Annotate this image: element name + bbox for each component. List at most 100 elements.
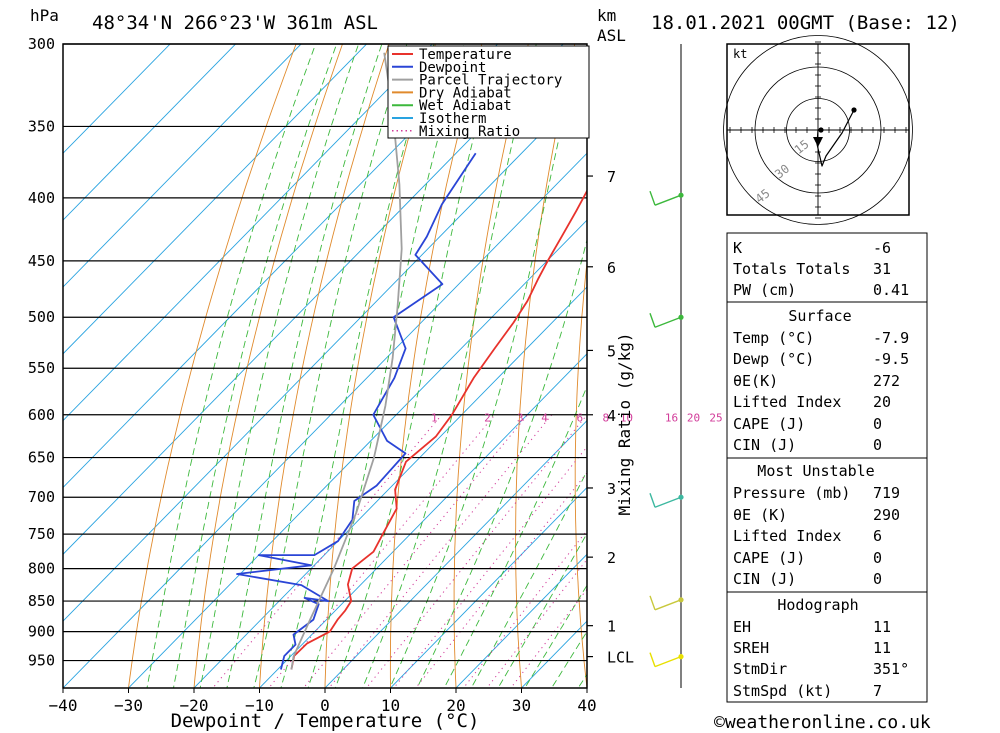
pressure-tick-labels: 300 350 400 450 500 550 600 650 700 750 800 850 900 9… — [28, 35, 55, 670]
pressure-tick-label: 400 — [28, 189, 55, 207]
surface-temp-label: Temp (°C) — [733, 329, 814, 347]
sreh-value: 11 — [873, 639, 891, 657]
dry-adiabat-line — [574, 258, 587, 688]
km-tick-label: 4 — [607, 407, 616, 425]
copyright-footer[interactable]: ©weatheronline.co.uk — [714, 712, 931, 733]
profile-lines — [236, 52, 587, 670]
legend-item-label: Dewpoint — [419, 60, 486, 76]
wind-barb-station — [678, 192, 684, 198]
wet-adiabat-line — [362, 44, 537, 688]
pressure-tick-label: 300 — [28, 35, 55, 53]
surface-title: Surface — [788, 307, 851, 325]
mu-cin-label: CIN (J) — [733, 570, 796, 588]
mixing-ratio-label: 20 — [687, 412, 700, 425]
indices-box-hodograph — [726, 591, 928, 703]
legend-item-label: Parcel Trajectory — [419, 73, 562, 89]
wind-barb-shaft — [654, 655, 682, 668]
mixing-ratio-label: 16 — [665, 412, 678, 425]
k-index-value: -6 — [873, 239, 891, 257]
hodograph-ring — [723, 35, 913, 225]
pressure-tick-label: 500 — [28, 308, 55, 326]
surface-dewp-value: -9.5 — [873, 350, 909, 368]
surface-cin-label: CIN (J) — [733, 436, 796, 454]
isotherm-line — [127, 219, 587, 688]
isotherm-line — [389, 486, 587, 688]
parcel-trajectory-profile — [290, 52, 403, 670]
legend-item-label: Temperature — [419, 47, 512, 63]
wet-adiabat-line — [551, 630, 587, 688]
wind-barb-shaft — [654, 496, 682, 508]
km-tick-label: 2 — [607, 549, 616, 567]
wet-adiabat-line — [524, 584, 587, 688]
most-unstable-title: Most Unstable — [757, 462, 874, 480]
isotherm-line — [63, 44, 564, 555]
stmdir-label: StmDir — [733, 660, 787, 678]
dry-adiabat-line — [897, 0, 989, 714]
pressure-tick-label: 750 — [28, 525, 55, 543]
x-tick-label: 30 — [512, 696, 531, 715]
pressure-tick-label: 350 — [28, 117, 55, 135]
pressure-tick-label: 550 — [28, 359, 55, 377]
mu-cin-value: 0 — [873, 570, 882, 588]
mixing-ratio-label: 3 — [517, 412, 524, 425]
storm-motion-arrow-icon — [813, 137, 823, 147]
pressure-tick-label: 950 — [28, 652, 55, 670]
x-tick-label: −40 — [49, 696, 78, 715]
wet-adiabat-line — [470, 469, 587, 688]
mixing-ratio-line — [486, 558, 587, 688]
wind-profile — [649, 44, 684, 688]
x-axis-title: Dewpoint / Temperature (°C) — [171, 710, 480, 732]
isotherm-line — [258, 353, 587, 688]
x-tick-label: 20 — [446, 696, 465, 715]
surface-dewp-label: Dewp (°C) — [733, 350, 814, 368]
wind-barb-flag — [649, 652, 656, 667]
eh-label: EH — [733, 618, 751, 636]
wind-barb-flag — [649, 313, 656, 328]
isotherm-line — [63, 152, 587, 688]
surface-temp-value: -7.9 — [873, 329, 909, 347]
surface-cape-value: 0 — [873, 415, 882, 433]
mu-lifted-index-label: Lifted Index — [733, 527, 841, 545]
isotherm-line — [63, 44, 499, 489]
mixing-ratio-labels: 1 2 3 4 6 8 10 16 20 25 — [431, 412, 723, 425]
dry-adiabat-line — [945, 0, 1000, 714]
x-tick-label: −10 — [245, 696, 274, 715]
pressure-tick-label: 600 — [28, 406, 55, 424]
asl-unit-label: ASL — [597, 26, 626, 45]
mixing-ratio-line — [462, 529, 587, 688]
pressure-tick-label: 800 — [28, 560, 55, 578]
mixing-ratio-line — [415, 472, 587, 688]
km-tick-label: 5 — [607, 342, 616, 360]
mixing-ratio-label: 4 — [541, 412, 548, 425]
km-tick-label: LCL — [607, 649, 634, 667]
mixing-ratio-line — [365, 414, 587, 688]
pressure-tick-label: 450 — [28, 252, 55, 270]
temperature-tick-labels: −40 −30 −20 −10 0 10 20 30 40 — [49, 688, 597, 715]
pressure-tick-label: 650 — [28, 449, 55, 467]
hodograph-ring-label: 15 — [792, 137, 812, 157]
stmdir-value: 351° — [873, 660, 909, 678]
legend-item-label: Dry Adiabat — [419, 85, 512, 101]
hodograph-ring-label: 45 — [753, 186, 773, 206]
mu-cape-label: CAPE (J) — [733, 549, 805, 567]
plot-frame — [62, 43, 588, 689]
mixing-ratio-line — [302, 414, 528, 688]
indices-panel: K -6 Totals Totals 31 PW (cm) 0.41 Surfa… — [726, 232, 928, 703]
km-axis: 7 6 5 4 3 2 1 LCL — [587, 168, 634, 667]
surface-theta-e-label: θE(K) — [733, 372, 778, 390]
x-tick-label: 0 — [320, 696, 330, 715]
pressure-tick-label: 850 — [28, 592, 55, 610]
surface-lifted-index-value: 20 — [873, 393, 891, 411]
wind-barb-flag — [649, 595, 656, 611]
location-title: 48°34'N 266°23'W 361m ASL — [92, 12, 378, 34]
stmspd-value: 7 — [873, 682, 882, 700]
mixing-ratio-line — [328, 414, 553, 688]
mixing-ratio-label: 8 — [602, 412, 609, 425]
km-unit-label: km — [597, 6, 616, 25]
isotherm-line — [63, 44, 368, 355]
isotherm-line — [63, 85, 587, 622]
hodograph-title: Hodograph — [777, 596, 858, 614]
mu-lifted-index-value: 6 — [873, 527, 882, 545]
